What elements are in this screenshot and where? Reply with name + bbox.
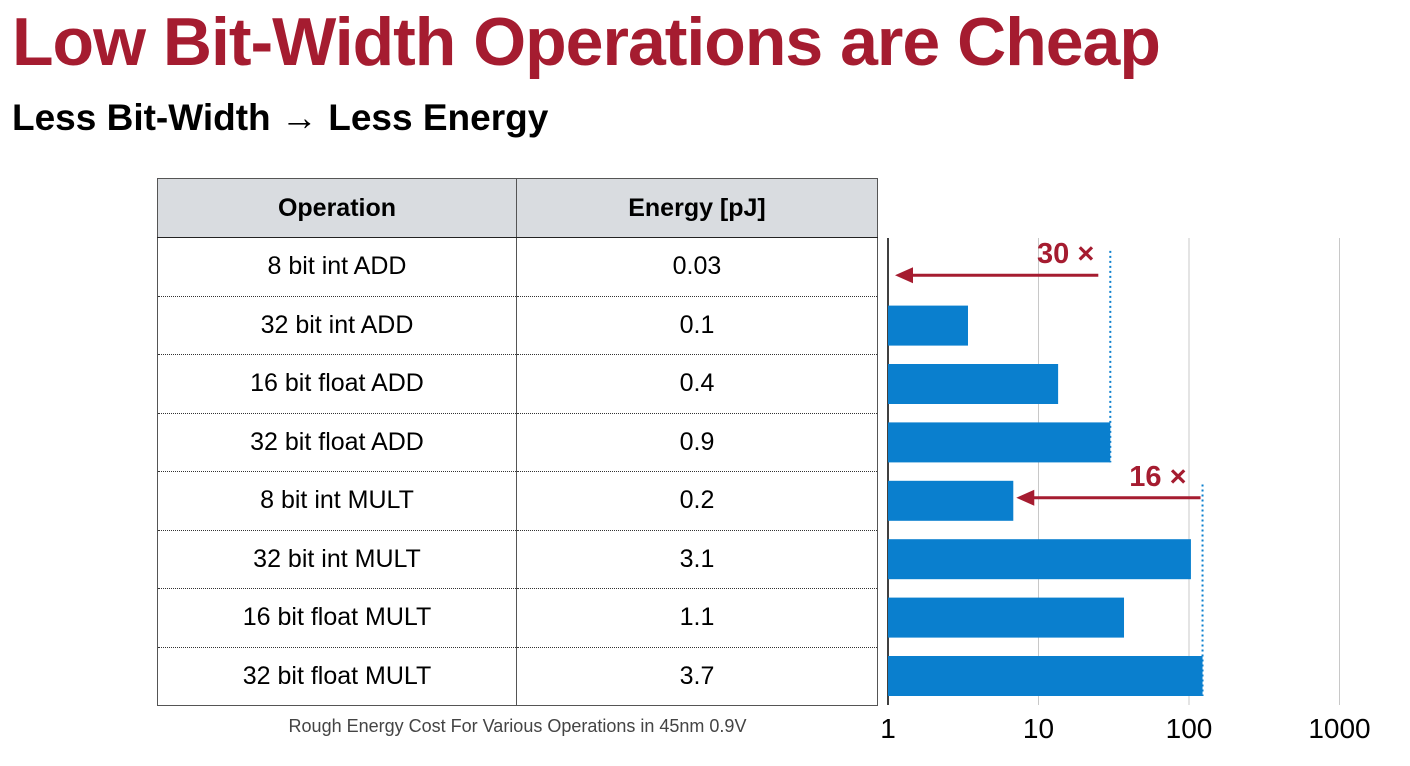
arrow-left-icon xyxy=(895,267,913,284)
table-row: 16 bit float ADD 0.4 xyxy=(157,354,878,414)
operation-cell: 32 bit int MULT xyxy=(157,530,517,589)
x-tick-label: 10 xyxy=(1023,713,1054,744)
energy-cell: 0.2 xyxy=(516,471,878,531)
table-row: 32 bit int MULT 3.1 xyxy=(157,530,878,589)
x-tick-label: 1 xyxy=(880,713,896,744)
bar xyxy=(888,422,1111,463)
table-caption: Rough Energy Cost For Various Operations… xyxy=(288,716,747,736)
energy-table: Operation Energy [pJ] 8 bit int ADD 0.03… xyxy=(157,178,878,706)
energy-cell: 1.1 xyxy=(516,588,878,648)
operation-cell: 32 bit float MULT xyxy=(157,647,517,706)
energy-cell: 3.7 xyxy=(516,647,878,706)
bar xyxy=(888,656,1203,696)
operation-cell: 32 bit float ADD xyxy=(157,413,517,472)
energy-cell: 0.1 xyxy=(516,296,878,355)
bar xyxy=(888,480,1014,521)
operation-cell: 16 bit float MULT xyxy=(157,588,517,648)
operation-cell: 8 bit int MULT xyxy=(157,471,517,531)
x-tick-label: 1000 xyxy=(1308,713,1370,744)
table-row: 32 bit float MULT 3.7 xyxy=(157,647,878,706)
energy-cell: 0.9 xyxy=(516,413,878,472)
ratio-label: 16 × xyxy=(1129,461,1186,493)
bar xyxy=(888,539,1191,580)
ratio-label: 30 × xyxy=(1037,238,1094,270)
x-tick-label: 100 xyxy=(1166,713,1213,744)
table-header-row: Operation Energy [pJ] xyxy=(157,178,878,238)
operation-cell: 32 bit int ADD xyxy=(157,296,517,355)
energy-cell: 3.1 xyxy=(516,530,878,589)
energy-cell: 0.03 xyxy=(516,237,878,297)
table-row: 32 bit float ADD 0.9 xyxy=(157,413,878,472)
energy-cell: 0.4 xyxy=(516,354,878,414)
header-operation: Operation xyxy=(157,178,517,238)
header-energy: Energy [pJ] xyxy=(516,178,878,238)
bar xyxy=(888,597,1125,638)
bar xyxy=(888,305,968,346)
table-row: 32 bit int ADD 0.1 xyxy=(157,296,878,355)
table-row: 16 bit float MULT 1.1 xyxy=(157,588,878,648)
operation-cell: 16 bit float ADD xyxy=(157,354,517,414)
arrow-left-icon xyxy=(1016,489,1035,506)
operation-cell: 8 bit int ADD xyxy=(157,237,517,297)
table-row: 8 bit int MULT 0.2 xyxy=(157,471,878,531)
page-title: Low Bit-Width Operations are Cheap xyxy=(12,4,1161,80)
page-subtitle: Less Bit-Width → Less Energy xyxy=(12,97,549,138)
bar xyxy=(888,364,1059,404)
table-row: 8 bit int ADD 0.03 xyxy=(157,237,878,297)
